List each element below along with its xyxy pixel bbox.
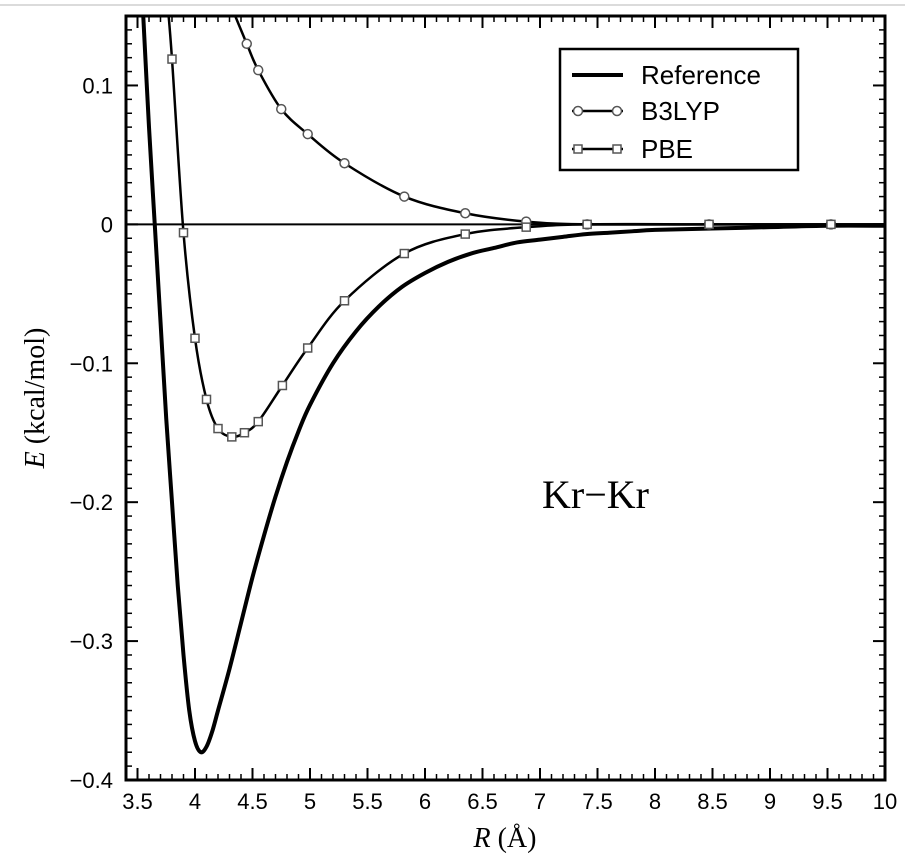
x-tick-label: 8.5 bbox=[697, 789, 728, 814]
x-tick-label: 9 bbox=[764, 789, 776, 814]
x-tick-label: 4 bbox=[189, 789, 201, 814]
point-pbe bbox=[704, 219, 714, 230]
legend-marker-pbe bbox=[573, 144, 583, 154]
point-pbe bbox=[167, 54, 177, 64]
point-b3lyp bbox=[276, 103, 287, 115]
x-tick-label: 6.5 bbox=[467, 789, 498, 814]
point-pbe bbox=[213, 423, 223, 434]
legend-label-b3lyp: B3LYP bbox=[641, 96, 720, 126]
point-pbe bbox=[178, 227, 189, 238]
point-pbe bbox=[277, 380, 288, 391]
point-b3lyp bbox=[399, 191, 410, 202]
x-tick-label: 9.5 bbox=[812, 789, 843, 814]
plot-frame bbox=[124, 14, 887, 782]
x-tick-label: 4.5 bbox=[237, 789, 268, 814]
tick-layer: 3.5 4 4.5 5 5.5 6 6.5 7 7.5 8 8.5 9 9.5 10 0.1 0 −0.1 −0.… bbox=[70, 15, 897, 814]
x-tick-label: 6 bbox=[419, 789, 431, 814]
x-tick-label: 3.5 bbox=[122, 789, 153, 814]
legend: Reference B3LYP PBE bbox=[558, 47, 800, 172]
y-tick-label: −0.4 bbox=[70, 768, 113, 793]
point-pbe bbox=[201, 394, 212, 405]
y-tick-label: 0 bbox=[101, 212, 113, 237]
point-pbe bbox=[399, 248, 410, 259]
point-pbe bbox=[826, 219, 836, 230]
series-layer bbox=[126, 16, 885, 755]
x-tick-label: 5.5 bbox=[352, 789, 383, 814]
y-tick-label: 0.1 bbox=[82, 73, 113, 98]
point-b3lyp bbox=[241, 38, 252, 50]
series-line-reference bbox=[141, 16, 885, 755]
point-pbe bbox=[253, 416, 263, 427]
legend-marker-b3lyp bbox=[611, 105, 623, 117]
point-pbe bbox=[339, 296, 350, 306]
legend-marker-b3lyp bbox=[572, 105, 584, 117]
point-b3lyp bbox=[253, 64, 264, 76]
point-b3lyp bbox=[302, 128, 313, 140]
point-pbe bbox=[239, 427, 250, 438]
point-b3lyp bbox=[339, 157, 350, 169]
legend-label-pbe: PBE bbox=[641, 134, 693, 164]
y-tick-label: −0.2 bbox=[70, 490, 113, 515]
point-pbe bbox=[521, 222, 531, 232]
point-pbe bbox=[227, 432, 237, 442]
x-tick-label: 7 bbox=[534, 789, 546, 814]
y-tick-label: −0.1 bbox=[70, 351, 113, 376]
x-axis-title: R (Å) bbox=[473, 823, 537, 854]
x-tick-label: 5 bbox=[304, 789, 316, 814]
legend-marker-pbe bbox=[612, 144, 622, 154]
point-pbe bbox=[460, 229, 470, 239]
x-tick-label: 10 bbox=[873, 789, 897, 814]
x-tick-label: 8 bbox=[649, 789, 661, 814]
point-pbe bbox=[190, 333, 200, 344]
x-tick-label: 7.5 bbox=[582, 789, 613, 814]
y-tick-label: −0.3 bbox=[70, 629, 113, 654]
y-axis-title: E (kcal/mol) bbox=[20, 328, 51, 470]
point-b3lyp bbox=[460, 208, 471, 219]
system-annotation: Kr−Kr bbox=[542, 472, 649, 517]
point-pbe bbox=[582, 219, 592, 230]
point-pbe bbox=[302, 343, 313, 353]
legend-label-reference: Reference bbox=[641, 60, 761, 90]
